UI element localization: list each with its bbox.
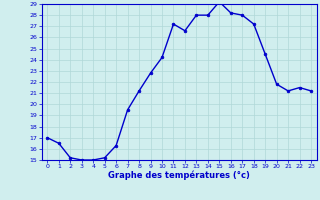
X-axis label: Graphe des températures (°c): Graphe des températures (°c) bbox=[108, 171, 250, 180]
